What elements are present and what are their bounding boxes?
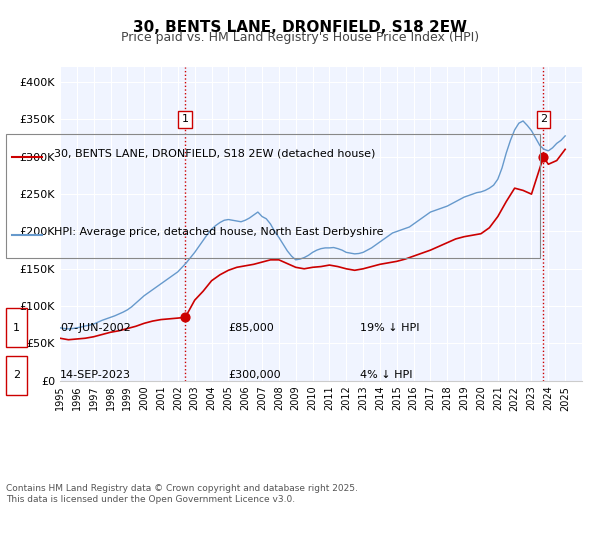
Text: £85,000: £85,000 — [228, 323, 274, 333]
Text: £300,000: £300,000 — [228, 370, 281, 380]
Text: 30, BENTS LANE, DRONFIELD, S18 2EW (detached house): 30, BENTS LANE, DRONFIELD, S18 2EW (deta… — [54, 149, 376, 159]
Text: HPI: Average price, detached house, North East Derbyshire: HPI: Average price, detached house, Nort… — [54, 227, 383, 237]
Text: 4% ↓ HPI: 4% ↓ HPI — [360, 370, 413, 380]
Text: Contains HM Land Registry data © Crown copyright and database right 2025.
This d: Contains HM Land Registry data © Crown c… — [6, 484, 358, 504]
Text: 07-JUN-2002: 07-JUN-2002 — [60, 323, 131, 333]
Text: 1: 1 — [13, 323, 20, 333]
Text: Price paid vs. HM Land Registry's House Price Index (HPI): Price paid vs. HM Land Registry's House … — [121, 31, 479, 44]
Text: 2: 2 — [13, 370, 20, 380]
Text: 19% ↓ HPI: 19% ↓ HPI — [360, 323, 419, 333]
Text: 30, BENTS LANE, DRONFIELD, S18 2EW: 30, BENTS LANE, DRONFIELD, S18 2EW — [133, 20, 467, 35]
Point — [539, 152, 548, 161]
Text: 14-SEP-2023: 14-SEP-2023 — [60, 370, 131, 380]
Text: 1: 1 — [182, 114, 189, 124]
Point — [181, 313, 190, 322]
Text: 2: 2 — [540, 114, 547, 124]
